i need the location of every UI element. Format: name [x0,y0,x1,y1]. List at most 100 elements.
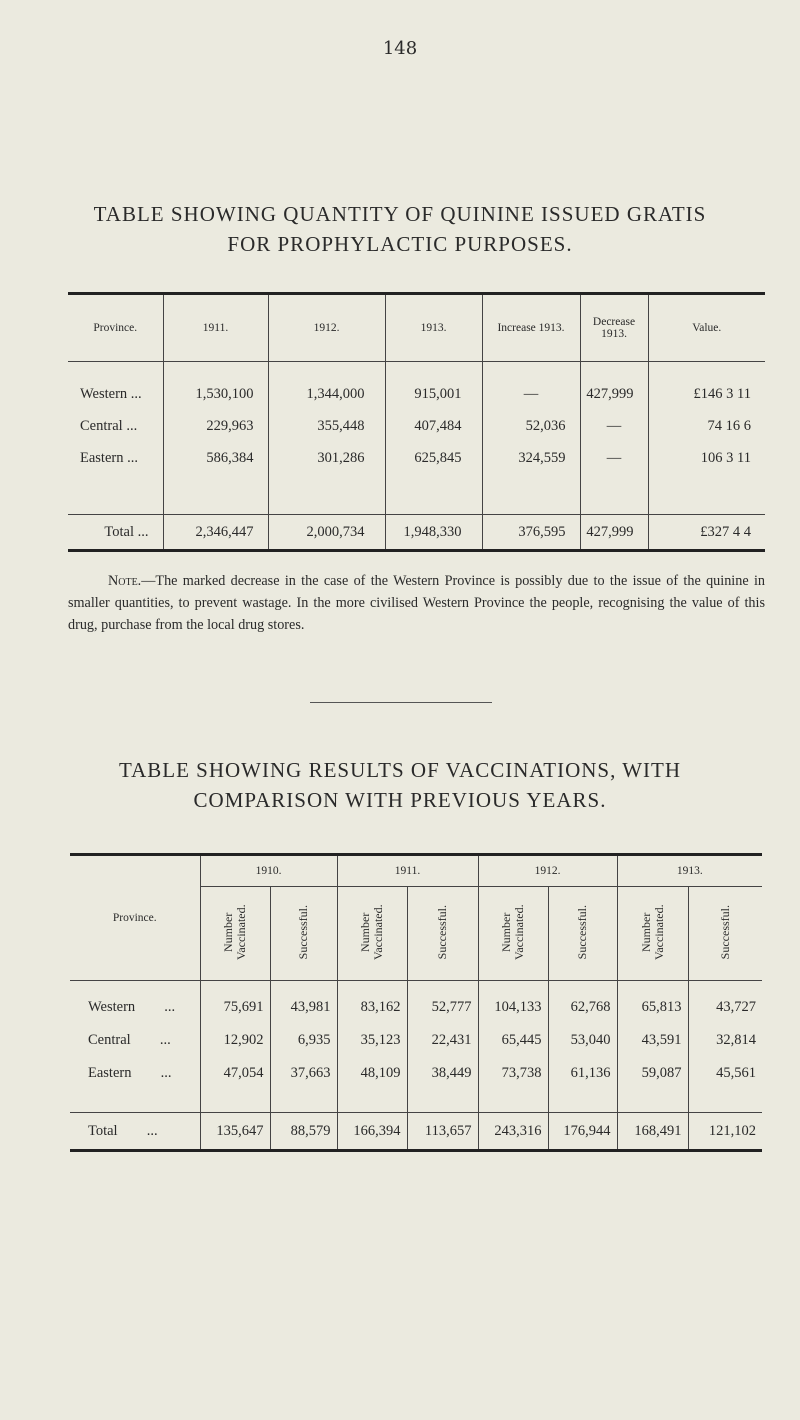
cell: 1,344,000 [267,361,385,410]
cell: 88,579 [269,1112,337,1151]
page-number: 148 [382,38,418,59]
cell: 53,040 [547,1024,617,1057]
header-number-vaccinated: Number Vaccinated. [499,904,526,960]
cell: 37,663 [269,1057,337,1113]
cell: 106 3 11 [647,442,765,515]
sub-header-row: Number Vaccinated. Successful. Number Va… [70,886,762,981]
table-row: Central... 12,902 6,935 35,123 22,431 65,445 5… [70,1024,762,1057]
cell: — [579,442,648,515]
vaccination-table-subtitle: COMPARISON WITH PREVIOUS YEARS. [193,788,607,812]
cell: 625,845 [384,442,482,515]
header-value: Value. [647,293,765,362]
cell: 407,484 [384,410,482,442]
cell: 229,963 [162,410,268,442]
cell: 2,000,734 [267,514,385,551]
header-number-vaccinated: Number Vaccinated. [221,904,248,960]
cell: 62,768 [547,980,617,1024]
cell: 48,109 [336,1057,407,1113]
cell: 135,647 [199,1112,270,1151]
cell: 243,316 [477,1112,548,1151]
header-1913: 1913. [384,293,482,362]
cell: 38,449 [406,1057,478,1113]
cell: 915,001 [384,361,482,410]
header-successful: Successful. [717,904,732,960]
header-province: Province. [68,293,163,362]
table-row: Western... 75,691 43,981 83,162 52,777 104,13… [70,980,762,1024]
header-1912: 1912. [477,854,617,887]
cell: 75,691 [199,980,270,1024]
cell: 32,814 [687,1024,762,1057]
header-1913: 1913. [616,854,762,887]
cell: 52,777 [406,980,478,1024]
province-cell: Eastern ... [80,449,138,466]
cell: 43,727 [687,980,762,1024]
province-cell: Central... [88,1032,171,1048]
header-increase: Increase 1913. [481,293,580,362]
cell: 65,445 [477,1024,548,1057]
header-number-vaccinated: Number Vaccinated. [638,904,666,960]
quinine-table-subtitle: FOR PROPHYLACTIC PURPOSES. [227,232,573,256]
year-header-row: Province. 1910. 1911. 1912. 1913. [70,854,762,924]
note-paragraph: Note.—The marked decrease in the case of… [68,570,765,636]
cell: 47,054 [199,1057,270,1113]
cell: £327 4 4 [647,514,765,551]
cell: — [579,410,648,442]
header-1910: 1910. [199,854,337,887]
header-successful: Successful. [296,904,310,960]
table-row: Eastern... 47,054 37,663 48,109 38,449 73,738… [70,1057,762,1113]
total-label: Total ... [68,514,163,551]
province-cell: Western... [70,980,200,1024]
cell: 22,431 [406,1024,478,1057]
cell: 427,999 [579,361,648,410]
table-row: Central ... 229,963 355,448 407,484 52,0… [68,410,765,442]
cell: 74 16 6 [647,410,765,442]
cell: 104,133 [477,980,548,1024]
cell: 1,948,330 [384,514,482,551]
header-successful: Successful. [575,904,589,960]
cell: 52,036 [481,410,580,442]
cell: 324,559 [481,442,580,515]
cell: 35,123 [336,1024,407,1057]
cell: 586,384 [162,442,268,515]
cell: 83,162 [336,980,407,1024]
vaccination-table-title: TABLE SHOWING RESULTS OF VACCINATIONS, W… [118,758,682,782]
province-cell: Total... [70,1112,200,1151]
quinine-table-title: TABLE SHOWING QUANTITY OF QUININE ISSUED… [93,202,707,226]
cell: 59,087 [616,1057,688,1113]
table-row: Eastern ... 586,384 301,286 625,845 324,… [68,442,765,515]
cell: 73,738 [477,1057,548,1113]
total-row: Total... 135,647 88,579 166,394 113,657 243,3… [70,1112,762,1151]
cell: 45,561 [687,1057,762,1113]
cell: 376,595 [481,514,580,551]
header-row: Province. 1911. 1912. 1913. Increase 191… [68,293,765,362]
province-cell: Western ... [80,385,142,402]
header-decrease: Decrease 1913. [579,293,648,362]
cell: 113,657 [406,1112,478,1151]
cell: 301,286 [267,442,385,515]
cell: 12,902 [199,1024,270,1057]
cell: 65,813 [616,980,688,1024]
province-cell: Eastern... [88,1065,172,1081]
vaccination-table: Province. 1910. 1911. 1912. 1913. Number… [70,853,762,1152]
cell: 168,491 [616,1112,688,1151]
header-number-vaccinated: Number Vaccinated. [358,904,385,960]
cell: 355,448 [267,410,385,442]
cell: 427,999 [579,514,648,551]
note-label: Note. [108,573,142,589]
cell: 166,394 [336,1112,407,1151]
cell: 176,944 [547,1112,617,1151]
cell: — [481,361,580,410]
header-1911: 1911. [162,293,268,362]
cell: 43,591 [616,1024,688,1057]
cell: 43,981 [269,980,337,1024]
cell: £146 3 11 [647,361,765,410]
cell: 121,102 [687,1112,762,1151]
cell: 61,136 [547,1057,617,1113]
header-1912: 1912. [267,293,385,362]
note-text: —The marked decrease in the case of the … [68,573,765,633]
cell: 2,346,447 [162,514,268,551]
header-1911: 1911. [336,854,478,887]
header-province: Province. [112,912,157,924]
total-row: Total ... 2,346,447 2,000,734 1,948,330 … [68,514,765,551]
